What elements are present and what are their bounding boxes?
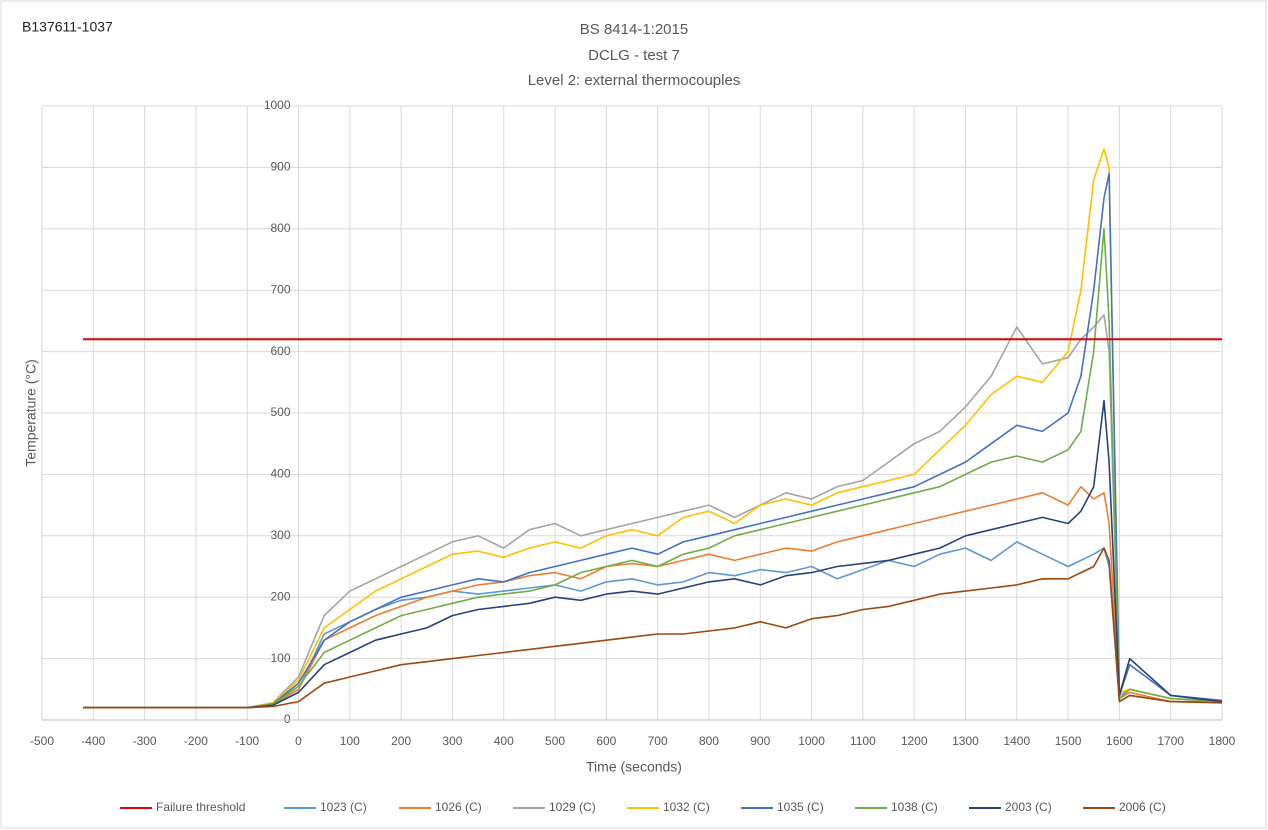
x-tick-label: 1000 [798,734,825,748]
y-tick-label: 900 [270,160,290,174]
legend-label: 1023 (C) [320,800,367,814]
legend-label: 1035 (C) [777,800,824,814]
series-line [83,399,1223,709]
y-tick-label: 700 [270,282,290,296]
y-tick-label: 600 [270,344,290,358]
y-tick-label: 500 [270,405,290,419]
y-tick-label: 0 [284,712,291,726]
x-tick-label: 600 [596,734,616,748]
x-tick-label: 100 [340,734,360,748]
x-tick-label: 1100 [850,734,876,748]
chart-subtitle: DCLG - test 7 [588,47,680,64]
x-tick-label: 500 [545,734,565,748]
y-tick-label: 200 [270,589,290,603]
series-line [83,485,1223,709]
x-tick-label: 1200 [901,734,928,748]
series-line [83,314,1223,709]
x-axis-label: Time (seconds) [586,759,682,775]
legend-label: 1032 (C) [663,800,710,814]
x-tick-label: 1500 [1055,734,1082,748]
x-tick-label: 1300 [952,734,979,748]
y-axis-label: Temperature (°C) [23,359,39,467]
x-tick-label: 200 [391,734,411,748]
series-line [83,228,1223,709]
legend-label: 2003 (C) [1005,800,1052,814]
x-tick-label: -100 [235,734,259,748]
y-tick-label: 100 [270,651,290,665]
legend-label: 1026 (C) [435,800,482,814]
legend-label: 2006 (C) [1119,800,1166,814]
x-tick-label: 1700 [1157,734,1184,748]
y-tick-label: 1000 [264,98,291,112]
series-line [83,547,1223,709]
x-tick-label: 300 [442,734,462,748]
chart-subtitle: Level 2: external thermocouples [528,72,741,89]
series-line [83,172,1223,709]
x-tick-label: 1800 [1209,734,1236,748]
legend-label: Failure threshold [156,800,245,814]
x-tick-label: -500 [30,734,54,748]
x-tick-label: -300 [133,734,157,748]
series-line [83,148,1223,709]
annotation: B137611-1037 [22,19,113,35]
x-tick-label: 0 [295,734,302,748]
series-line [83,541,1222,709]
chart-title: BS 8414-1:2015 [580,21,688,38]
x-tick-label: 1600 [1106,734,1133,748]
x-tick-label: -200 [184,734,208,748]
y-tick-label: 400 [270,467,290,481]
y-tick-label: 300 [270,528,290,542]
x-tick-label: 1400 [1003,734,1030,748]
x-tick-label: 700 [648,734,668,748]
x-tick-label: -400 [81,734,105,748]
x-tick-label: 400 [494,734,514,748]
legend-label: 1029 (C) [549,800,596,814]
x-tick-label: 900 [750,734,770,748]
x-tick-label: 800 [699,734,719,748]
y-tick-label: 800 [270,221,290,235]
legend-label: 1038 (C) [891,800,938,814]
